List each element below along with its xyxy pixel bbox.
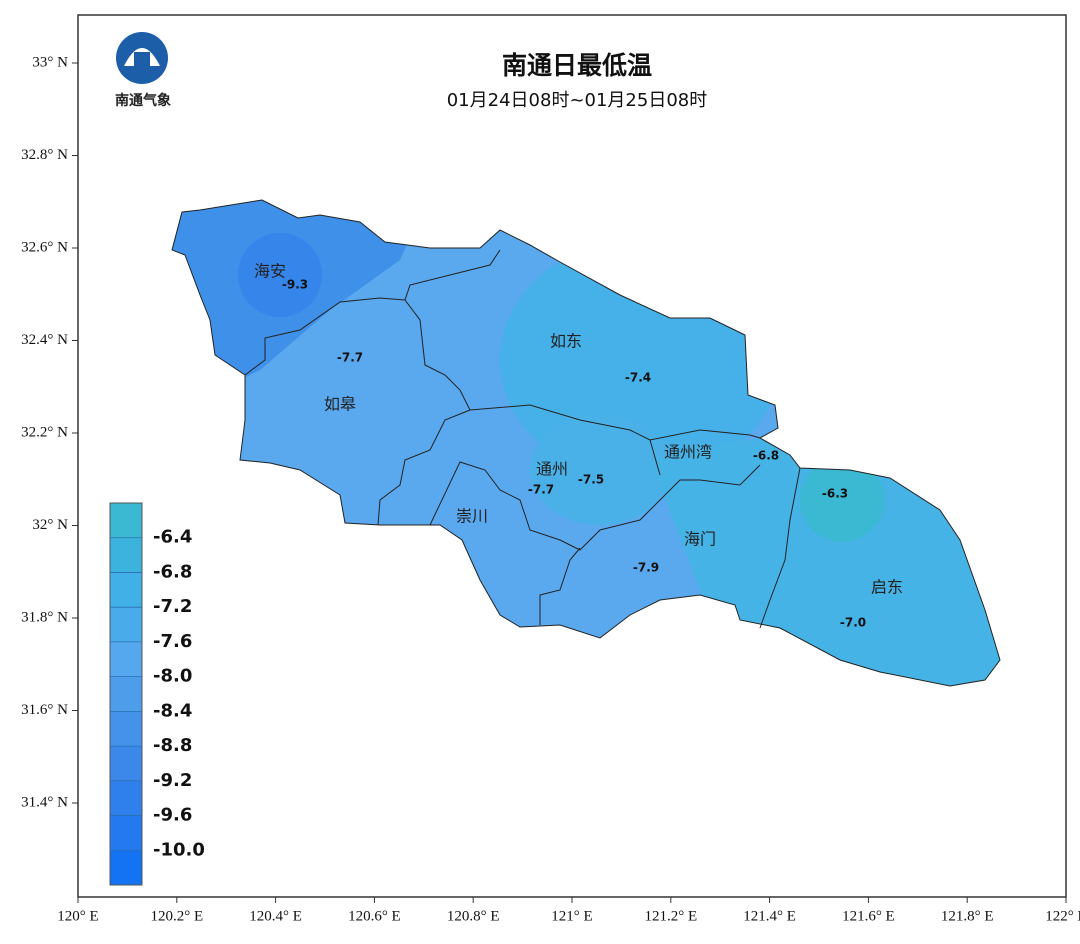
legend-swatch: [110, 711, 142, 747]
legend-label: -8.0: [153, 666, 192, 687]
logo-text: 南通气象: [115, 92, 171, 109]
temperature-value: -6.3: [822, 487, 848, 501]
x-tick-label: 120.6° E: [348, 908, 401, 924]
place-name: 如东: [550, 332, 582, 351]
legend-label: -7.2: [153, 596, 192, 617]
x-tick-label: 121.2° E: [644, 908, 697, 924]
legend-label: -6.4: [153, 527, 192, 548]
x-tick-label: 120.2° E: [150, 908, 203, 924]
legend-swatch: [110, 780, 142, 817]
temperature-value: -6.8: [753, 449, 779, 463]
y-tick-label: 33° N: [32, 54, 68, 70]
legend-label: -9.6: [153, 805, 192, 826]
legend-label: -8.8: [153, 735, 192, 756]
legend-swatch: [110, 815, 142, 851]
legend-swatch: [110, 850, 142, 886]
x-tick-label: 121° E: [551, 908, 592, 924]
legend-frame: [109, 502, 143, 886]
y-tick-label: 31.6° N: [21, 702, 68, 718]
y-tick-label: 32.2° N: [21, 424, 68, 440]
place-name: 启东: [871, 578, 903, 597]
place-name: 海门: [684, 530, 716, 549]
temperature-value: -7.5: [578, 473, 604, 487]
legend-swatch: [110, 676, 142, 712]
x-tick-label: 122° E: [1045, 908, 1080, 924]
temperature-value: -9.3: [282, 278, 308, 292]
legend-swatch: [110, 537, 142, 573]
legend-label: -7.6: [153, 631, 192, 652]
map-title: 南通日最低温: [502, 51, 652, 80]
x-tick-label: 120° E: [57, 908, 98, 924]
legend-label: -9.2: [153, 770, 192, 791]
legend-swatch: [110, 503, 142, 539]
y-tick-label: 32° N: [32, 517, 68, 533]
x-tick-label: 121.8° E: [941, 908, 994, 924]
legend-swatch: [110, 607, 142, 643]
temperature-value: -7.4: [625, 371, 651, 385]
legend-swatch: [110, 746, 142, 782]
place-name: 崇川: [456, 507, 488, 526]
place-name: 通州: [536, 460, 568, 479]
y-tick-label: 31.8° N: [21, 609, 68, 625]
y-tick-label: 32.8° N: [21, 147, 68, 163]
district-borders: [171, 199, 1001, 687]
temperature-value: -7.9: [633, 561, 659, 575]
legend-label: -6.8: [153, 561, 192, 582]
x-tick-label: 120.4° E: [249, 908, 302, 924]
map-subtitle: 01月24日08时~01月25日08时: [447, 90, 708, 111]
place-name: 如皋: [324, 395, 356, 414]
temperature-value: -7.0: [840, 616, 866, 630]
legend-label: -10.0: [153, 839, 205, 860]
place-name: 海安: [254, 262, 286, 281]
temperature-value: -7.7: [528, 483, 554, 497]
x-tick-label: 120.8° E: [447, 908, 500, 924]
legend-swatch: [110, 641, 142, 678]
place-name: 通州湾: [664, 443, 712, 462]
x-tick-label: 121.4° E: [743, 908, 796, 924]
y-tick-label: 31.4° N: [21, 794, 68, 810]
x-tick-label: 121.6° E: [842, 908, 895, 924]
y-tick-label: 32.6° N: [21, 239, 68, 255]
y-tick-label: 32.4° N: [21, 332, 68, 348]
temperature-value: -7.7: [337, 351, 363, 365]
logo: 南通气象: [115, 32, 171, 109]
legend-swatch: [110, 572, 142, 608]
legend-label: -8.4: [153, 700, 192, 721]
